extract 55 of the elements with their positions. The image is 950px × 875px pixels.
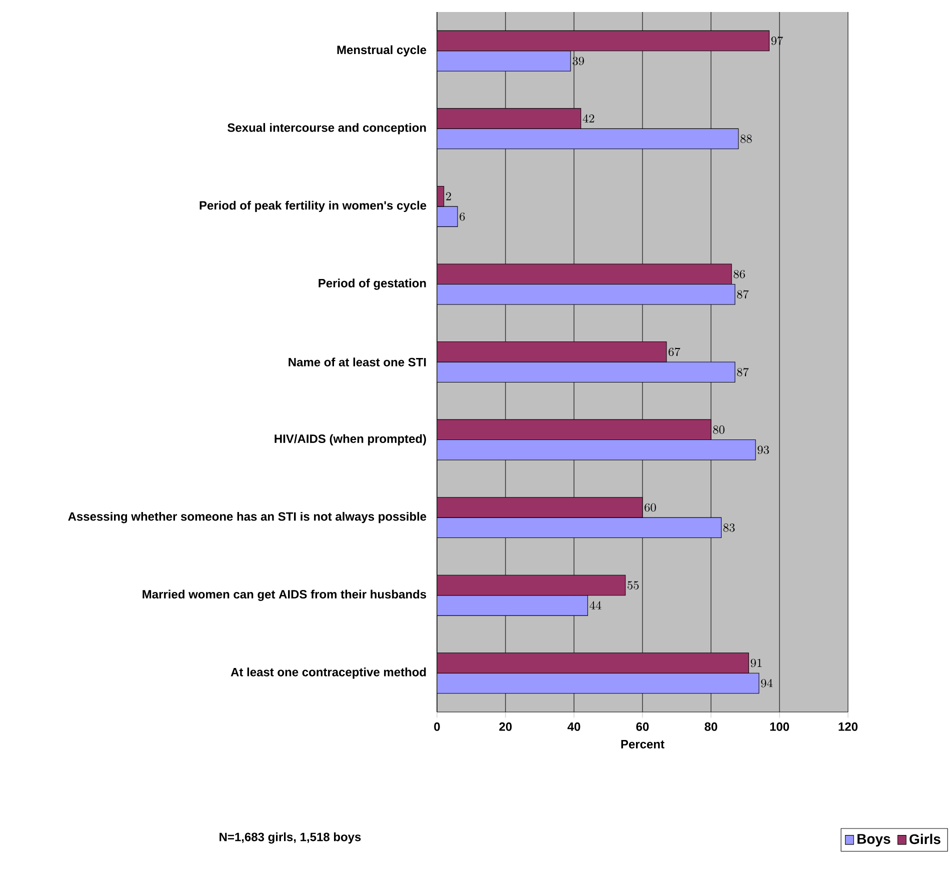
bar (437, 50, 571, 72)
x-tick-label: 0 (434, 722, 440, 731)
data-label: 80 (713, 426, 724, 434)
bar (437, 264, 732, 284)
bar (437, 652, 749, 674)
data-label: 60 (644, 503, 656, 512)
y-tick-label: Name of at least one STI (288, 358, 426, 366)
data-label: 2 (446, 192, 451, 200)
bar (437, 362, 736, 382)
data-label: 6 (460, 212, 465, 221)
bar (437, 595, 588, 616)
x-tick-label: 120 (838, 722, 858, 731)
bar (437, 574, 626, 596)
x-tick-label: 80 (704, 722, 718, 731)
data-label: 39 (572, 56, 584, 66)
data-label: 87 (737, 368, 749, 376)
y-tick-label: Period of gestation (318, 278, 426, 290)
bar (437, 419, 712, 440)
data-label: 44 (590, 601, 602, 610)
bar (437, 108, 582, 129)
bar (437, 440, 756, 460)
data-label: 67 (668, 348, 680, 356)
legend-label: Boys (858, 834, 890, 847)
data-label: 55 (628, 581, 639, 590)
x-tick-label: 40 (568, 722, 580, 731)
bar (437, 672, 760, 694)
x-tick-label: 60 (636, 722, 649, 731)
data-label: 91 (750, 658, 762, 668)
data-label: 83 (723, 524, 735, 532)
y-tick-label: HIV/AIDS (when prompted) (274, 434, 426, 446)
y-tick-label: Married women can get AIDS from their husbands (142, 590, 426, 601)
x-tick-label: 100 (770, 722, 790, 731)
x-tick-label: 20 (499, 722, 512, 731)
bar (437, 517, 722, 538)
x-axis-title: Percent (621, 740, 664, 748)
y-tick-label: Menstrual cycle (337, 45, 426, 56)
bar (437, 206, 458, 227)
data-label: 93 (758, 446, 769, 454)
bar (437, 497, 643, 518)
data-label: 88 (740, 134, 752, 143)
text: N=1,683 girls, 1,518 boys (220, 832, 361, 844)
legend-label: Girls (910, 834, 940, 844)
y-tick-label: At least one contraceptive method (230, 668, 426, 679)
bar (437, 284, 736, 305)
data-label: 97 (771, 36, 783, 45)
data-label: 86 (734, 270, 745, 278)
bar (437, 128, 739, 150)
data-label: 87 (737, 290, 749, 298)
y-tick-label: Sexual intercourse and conception (228, 123, 426, 134)
y-tick-label: Assessing whether someone has an STI is not always possible (68, 512, 426, 524)
data-label: 94 (761, 678, 773, 688)
bar (437, 30, 770, 52)
data-label: 42 (582, 114, 594, 122)
y-tick-label: Period of peak fertility in women's cycle (200, 200, 426, 212)
bar (437, 342, 667, 362)
